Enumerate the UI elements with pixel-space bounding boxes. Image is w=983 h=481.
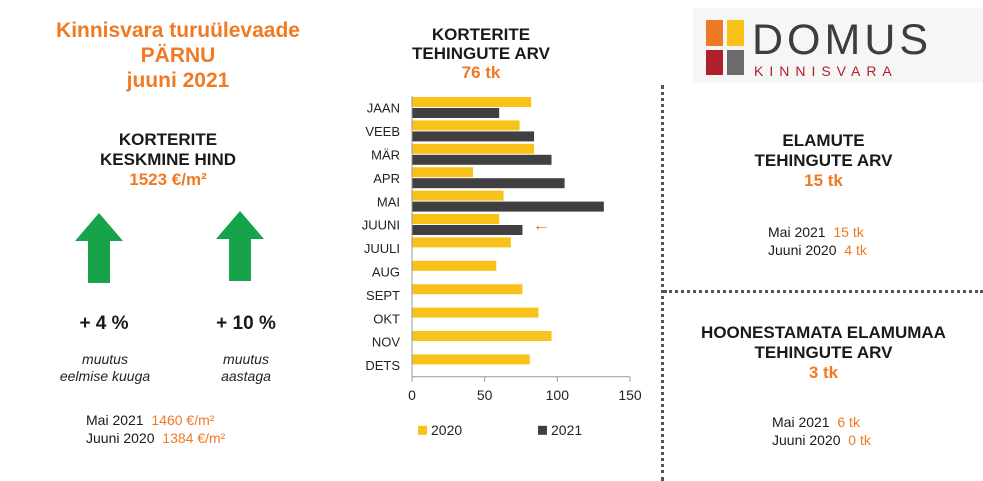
houses-compare-may: Mai 2021 15 tk xyxy=(768,224,864,240)
arrow-up-icon xyxy=(75,213,123,283)
avg-price-compare-june2020: Juuni 2020 1384 €/m² xyxy=(86,430,226,446)
avg-price-title-line2: KESKMINE HIND xyxy=(99,150,236,169)
avg-price-block: KORTERITE KESKMINE HIND 1523 €/m² xyxy=(0,130,336,190)
bar-2020-JUUNI xyxy=(412,214,500,224)
chart-title-value: 76 tk xyxy=(461,63,501,82)
houses-value: 15 tk xyxy=(804,171,843,190)
category-label: JUULI xyxy=(364,241,400,256)
category-label: JAAN xyxy=(367,101,400,116)
report-title-line1: Kinnisvara turuülevaade xyxy=(56,19,300,42)
report-title: Kinnisvara turuülevaade PÄRNU juuni 2021 xyxy=(0,18,356,93)
legend-label-2021: 2021 xyxy=(551,422,582,438)
avg-price-value: 1523 €/m² xyxy=(129,170,207,189)
houses-panel: ELAMUTE TEHINGUTE ARV 15 tk xyxy=(664,131,983,191)
change-month-note: muutus eelmise kuuga xyxy=(59,351,151,384)
bar-2020-OKT xyxy=(412,307,539,318)
chart-title-line1: KORTERITE xyxy=(431,25,531,44)
category-label: AUG xyxy=(372,265,400,280)
bar-2021-MAI xyxy=(412,201,604,212)
logo-word: DOMUS xyxy=(752,16,933,64)
apartments-bar-chart: JAAN VEEB MÄR APR MAI JUUNI JUULI AUG SEPT OKT NOV… xyxy=(362,96,642,438)
bar-2020-APR xyxy=(412,167,474,178)
bar-2020-MÄR xyxy=(412,143,535,154)
bar-2021-JAAN xyxy=(412,108,500,118)
land-compare-may: Mai 2021 6 tk xyxy=(772,414,860,430)
category-label: DETS xyxy=(365,358,400,373)
bar-2021-VEEB xyxy=(412,131,535,142)
houses-compare-june2020: Juuni 2020 4 tk xyxy=(768,242,867,258)
category-label: OKT xyxy=(373,311,400,326)
category-label: APR xyxy=(373,171,400,186)
vertical-divider xyxy=(661,85,664,481)
arrow-up-icon xyxy=(216,211,264,281)
category-label: MAI xyxy=(377,194,400,209)
land-value: 3 tk xyxy=(808,363,839,382)
domus-logo-mark-icon xyxy=(706,20,744,75)
change-month-value: + 4 % xyxy=(79,313,129,334)
land-title-line2: TEHINGUTE ARV xyxy=(754,343,893,362)
bar-2020-AUG xyxy=(412,260,497,271)
change-year-value: + 10 % xyxy=(216,313,276,334)
change-year-note: muutus aastaga xyxy=(221,351,271,384)
bar-2020-DETS xyxy=(412,354,530,365)
houses-title-line2: TEHINGUTE ARV xyxy=(754,151,893,170)
avg-price-compare-may: Mai 2021 1460 €/m² xyxy=(86,412,215,428)
land-title-line1: HOONESTAMATA ELAMUMAA xyxy=(701,323,946,342)
bar-2020-NOV xyxy=(412,331,552,341)
logo-subword: KINNISVARA xyxy=(754,63,898,79)
avg-price-title-line1: KORTERITE xyxy=(118,130,218,149)
category-label: NOV xyxy=(372,335,401,350)
report-title-line2: PÄRNU xyxy=(140,44,216,67)
chart-title-line2: TEHINGUTE ARV xyxy=(412,44,550,63)
bar-2020-JAAN xyxy=(412,97,532,107)
horizontal-divider xyxy=(664,290,983,293)
report-title-line3: juuni 2021 xyxy=(126,69,230,92)
land-panel: HOONESTAMATA ELAMUMAA TEHINGUTE ARV 3 tk xyxy=(664,323,983,383)
bar-2021-APR xyxy=(412,178,565,189)
category-label: JUUNI xyxy=(362,218,400,233)
legend-label-2020: 2020 xyxy=(431,422,462,438)
legend-swatch-2020 xyxy=(418,425,427,435)
category-label: SEPT xyxy=(366,288,400,303)
bar-2021-MÄR xyxy=(412,154,552,165)
x-tick-label: 50 xyxy=(477,387,493,403)
legend-swatch-2021 xyxy=(538,425,547,435)
houses-title-line1: ELAMUTE xyxy=(782,131,865,150)
land-compare-june2020: Juuni 2020 0 tk xyxy=(772,432,871,448)
x-tick-label: 100 xyxy=(546,387,570,403)
x-tick-label: 0 xyxy=(408,387,416,403)
category-label: VEEB xyxy=(365,124,400,139)
bar-2020-MAI xyxy=(412,190,504,201)
category-label: MÄR xyxy=(371,148,400,163)
bar-2021-JUUNI xyxy=(412,225,523,235)
bar-2020-VEEB xyxy=(412,120,520,131)
bar-2020-JUULI xyxy=(412,237,511,248)
current-month-arrow-icon: ← xyxy=(532,215,550,235)
x-tick-label: 150 xyxy=(618,387,642,403)
bar-2020-SEPT xyxy=(412,284,523,295)
chart-title: KORTERITE TEHINGUTE ARV 76 tk xyxy=(356,25,606,82)
